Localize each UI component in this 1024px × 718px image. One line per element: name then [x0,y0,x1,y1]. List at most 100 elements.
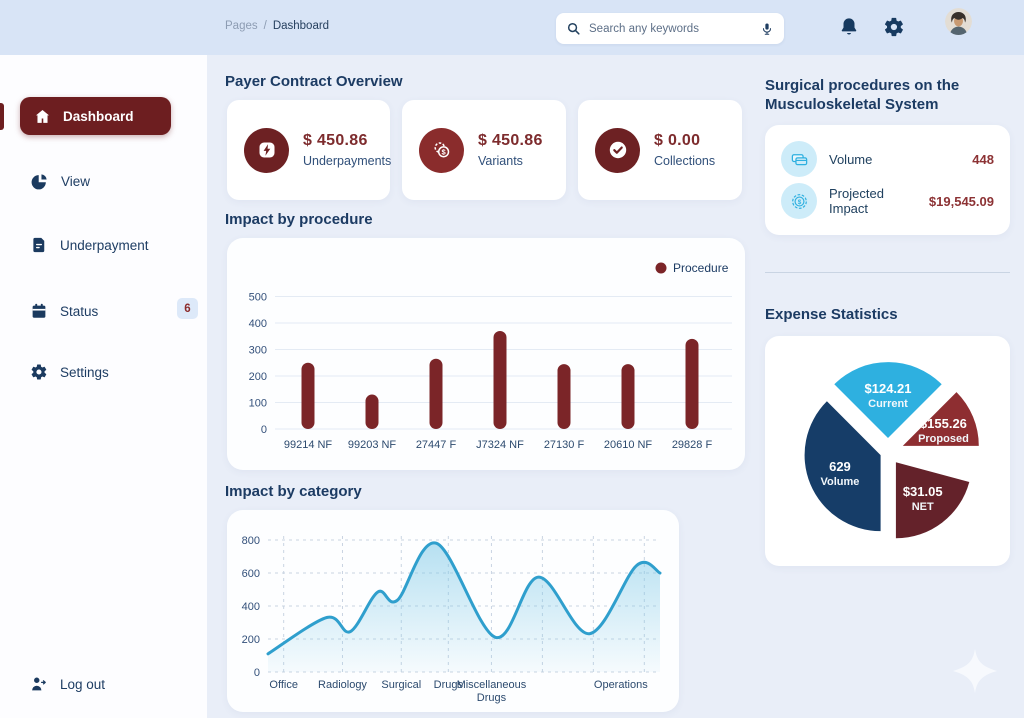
sidebar-item-label: Status [60,303,99,319]
pie-slice-value: $31.05 [903,484,943,499]
search-icon [566,21,581,36]
svg-text:$: $ [797,198,801,205]
pie-slice-label: Volume [820,475,859,487]
card-amount: $ 450.86 [303,132,368,149]
y-tick-label: 100 [249,398,267,410]
pie-slice [895,461,970,538]
y-tick-label: 300 [249,345,267,357]
expense-pie-chart: $124.21 Current $155.26 Proposed $31.05 NET 62… [765,336,1010,566]
volume-value: 448 [972,151,994,167]
projected-impact-row: $ Projected Impact $19,545.09 [781,183,994,219]
area-chart-title: Impact by category [225,483,362,500]
card-label: Underpayments [303,154,392,168]
right-panel-title: Surgical procedures on the Musculoskelet… [765,76,1015,114]
musculoskeletal-stats-card: Volume 448 $ Projected Impact $19,545.09 [765,125,1010,235]
y-tick-label: 0 [261,424,267,436]
bar [429,358,443,429]
bar [365,394,379,429]
bar [493,330,507,429]
mic-icon[interactable] [760,21,774,37]
logout-label: Log out [60,676,106,692]
right-panel-title-line2: Musculoskeletal System [765,96,939,113]
topbar: Pages / Dashboard [0,0,1024,55]
coin-dollar-icon: $ [781,183,817,219]
area-line [266,541,662,656]
pie-slice-label: Current [868,398,908,410]
projected-impact-label: Projected Impact [829,186,884,216]
card-label: Variants [478,154,523,168]
y-tick-label: 400 [242,601,260,613]
bar [557,364,571,429]
card-amount: $ 0.00 [654,132,701,149]
x-category-label: 99203 NF [348,439,397,451]
x-category-label: Surgical [381,679,421,691]
notifications-bell-icon[interactable] [838,16,860,38]
expense-title: Expense Statistics [765,306,898,323]
sidebar-item-status[interactable]: Status [30,299,98,323]
area-chart-canvas: 0 200 400 600 800 Office Radiology Surgical Drug… [227,510,679,717]
check-circle-icon [595,127,640,173]
bar [301,362,315,429]
y-tick-label: 800 [242,535,260,547]
bar-chart-canvas: 0 100 200 300 400 500 99214 NF 99203 NF 27447 F J… [227,238,745,475]
breadcrumb: Pages / Dashboard [225,20,329,32]
logout-button[interactable]: Log out [30,672,105,696]
bar [685,338,699,429]
x-category-label: Radiology [318,679,367,691]
document-icon [30,236,48,254]
x-category-label: Drugs [434,679,464,691]
cards-icon [781,141,817,177]
coins-icon: $ [419,127,464,173]
y-tick-label: 200 [242,634,260,646]
sidebar-item-settings[interactable]: Settings [30,360,109,384]
category-area-chart: 0 200 400 600 800 Office Radiology Surgical Drug… [227,510,679,712]
projected-impact-value: $19,545.09 [928,193,994,209]
legend-label: Procedure [673,261,729,275]
pie-slice [902,391,979,446]
bar [621,364,635,429]
area-chart-svg: 0 200 400 600 800 Office Radiology Surgical Drug… [242,535,662,704]
sidebar-item-view[interactable]: View [30,169,90,193]
legend-dot [655,262,667,274]
right-column-divider [765,272,1010,273]
procedure-bar-chart: 0 100 200 300 400 500 99214 NF 99203 NF 27447 F J… [227,238,745,470]
pie-slice-value: $124.21 [865,381,912,396]
x-category-label: 27130 F [544,439,585,451]
sidebar-item-label: Underpayment [60,237,149,253]
right-panel-title-line1: Surgical procedures on the [765,77,960,94]
sidebar-item-label: View [61,173,91,189]
pie-chart-svg: $124.21 Current $155.26 Proposed $31.05 NET 62… [804,361,979,538]
breadcrumb-current[interactable]: Dashboard [272,20,330,32]
bar-chart-title: Impact by procedure [225,211,373,228]
pie-slice-value: 629 [829,458,851,473]
x-category-label: 29828 F [672,439,713,451]
sidebar-item-underpayment[interactable]: Underpayment [30,233,149,257]
card-label: Collections [654,154,716,168]
underpayments-card: $ 450.86 Underpayments [227,100,392,200]
card-amount: $ 450.86 [478,132,543,149]
svg-text:$: $ [441,148,446,157]
bar-chart-svg: 0 100 200 300 400 500 99214 NF 99203 NF 27447 F J… [249,261,732,451]
calendar-icon [30,302,48,320]
sidebar: Dashboard View Underpayment Status 6 Set… [0,55,207,718]
sidebar-item-dashboard[interactable]: Dashboard [20,97,171,135]
variants-card: $ $ 450.86 Variants [402,100,566,200]
search-input[interactable] [589,22,752,35]
x-category-label: Office [269,679,298,691]
y-tick-label: 500 [249,292,267,304]
x-category-label: 27447 F [416,439,457,451]
settings-gear-icon[interactable] [883,16,905,38]
pie-chart-canvas: $124.21 Current $155.26 Proposed $31.05 NET 62… [770,338,1005,565]
pie-slice-label: NET [912,501,934,513]
pie-slice-value: $155.26 [920,416,967,431]
x-category-label: Operations [594,679,648,691]
status-badge: 6 [177,298,198,319]
search-bar[interactable] [556,13,784,44]
collections-card: $ 0.00 Collections [578,100,742,200]
active-item-indicator [0,103,4,130]
breadcrumb-section[interactable]: Pages [225,20,258,32]
lightning-icon [244,127,289,173]
user-avatar[interactable] [945,8,972,35]
breadcrumb-separator: / [263,20,267,32]
logout-person-icon [30,675,48,693]
